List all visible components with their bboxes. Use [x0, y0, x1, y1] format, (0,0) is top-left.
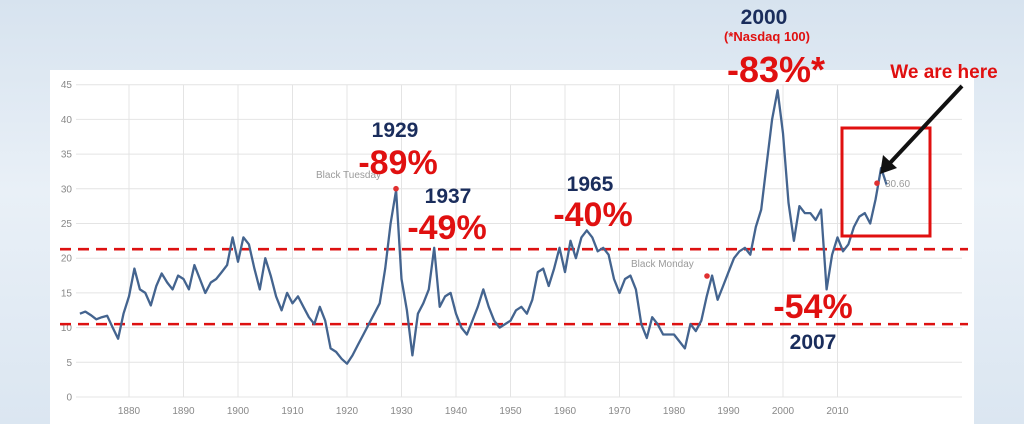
marker-label-black-monday: Black Monday [631, 259, 694, 270]
pe-series-line [79, 89, 888, 365]
y-tick-label: 10 [61, 323, 73, 334]
x-tick-label: 1990 [717, 406, 740, 417]
annotation-drop-1937: -49% [407, 209, 486, 247]
annotation-note-2000: (*Nasdaq 100) [724, 29, 810, 44]
annotation-year-2007: 2007 [790, 331, 837, 354]
x-axis-ticks: 1880 1890 1900 1910 1920 1930 1940 1950 1960 1970… [118, 406, 849, 417]
annotation-drop-2000: -83%* [727, 49, 825, 90]
callout-text: We are here [890, 62, 997, 83]
annotation-drop-2007: -54% [773, 288, 852, 326]
y-tick-label: 25 [61, 219, 73, 230]
x-tick-label: 2010 [826, 406, 849, 417]
marker-point-black-tuesday [393, 185, 399, 192]
x-tick-label: 1960 [554, 406, 577, 417]
y-tick-label: 45 [61, 80, 73, 91]
x-tick-label: 2000 [772, 406, 795, 417]
x-tick-label: 1900 [227, 406, 250, 417]
y-tick-label: 15 [61, 288, 73, 299]
annotation-year-1937: 1937 [425, 185, 472, 208]
x-tick-label: 1880 [118, 406, 141, 417]
y-tick-label: 20 [61, 254, 73, 265]
callout-arrow [880, 84, 964, 174]
y-tick-label: 30 [61, 184, 73, 195]
y-tick-label: 35 [61, 150, 73, 161]
annotations: 1929 -89% 1937 -49% 1965 -40% 2000 (*Nas… [358, 6, 852, 354]
annotation-year-2000: 2000 [741, 6, 788, 29]
y-tick-label: 40 [61, 115, 73, 126]
reference-lines [60, 247, 968, 326]
event-markers: Black Tuesday Black Monday 30.60 [316, 170, 910, 279]
plot-panel [50, 70, 974, 424]
x-tick-label: 1930 [390, 406, 413, 417]
annotation-year-1929: 1929 [372, 119, 419, 142]
end-value-label: 30.60 [885, 179, 910, 190]
x-tick-label: 1940 [445, 406, 468, 417]
y-tick-label: 0 [66, 393, 72, 404]
x-tick-label: 1950 [499, 406, 522, 417]
annotation-drop-1929: -89% [358, 144, 437, 182]
marker-point-current [874, 180, 880, 186]
x-tick-label: 1920 [336, 406, 359, 417]
highlight-box [840, 126, 932, 238]
marker-point-black-monday [704, 273, 710, 279]
y-tick-label: 5 [66, 358, 72, 369]
x-tick-label: 1890 [172, 406, 195, 417]
annotation-year-1965: 1965 [567, 173, 614, 196]
grid-lines [76, 84, 962, 398]
x-tick-label: 1970 [608, 406, 631, 417]
x-tick-label: 1910 [281, 406, 304, 417]
x-tick-label: 1980 [663, 406, 686, 417]
annotation-drop-1965: -40% [553, 196, 632, 234]
y-axis-ticks: 0 5 10 15 20 25 30 35 40 45 [61, 80, 73, 403]
marker-label-black-tuesday: Black Tuesday [316, 170, 381, 181]
